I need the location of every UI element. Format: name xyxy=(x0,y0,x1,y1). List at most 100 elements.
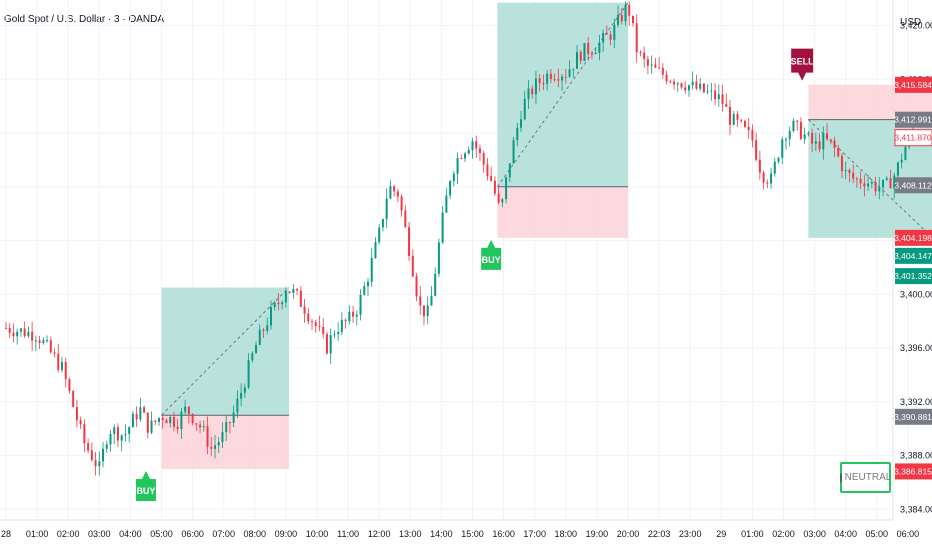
candle-body xyxy=(736,114,739,120)
candle-body xyxy=(8,328,11,333)
candle-body xyxy=(852,172,855,179)
candle-body xyxy=(322,326,325,335)
price-label-text[interactable]: 3,412.991 xyxy=(894,115,932,125)
candle-body xyxy=(900,159,903,163)
candle-body xyxy=(762,172,765,183)
candle-body xyxy=(620,15,623,22)
buy-marker-label[interactable]: BUY xyxy=(136,486,155,496)
candle-body xyxy=(699,83,702,89)
x-tick-label: 03:00 xyxy=(88,529,111,539)
x-tick-label: 04:00 xyxy=(834,529,857,539)
x-tick-label: 28 xyxy=(1,529,11,539)
candle-body xyxy=(691,81,694,86)
price-label[interactable] xyxy=(895,111,932,128)
price-label-text[interactable]: 3,390.881 xyxy=(894,412,932,422)
x-tick-label: 19:00 xyxy=(586,529,609,539)
x-tick-label: 10:00 xyxy=(306,529,329,539)
candle-body xyxy=(94,460,97,467)
candle-body xyxy=(158,418,161,423)
candle-body xyxy=(673,81,676,85)
candle-body xyxy=(34,340,37,342)
candle-body xyxy=(546,73,549,84)
candle-body xyxy=(199,424,202,428)
candle-body xyxy=(855,178,858,180)
price-label[interactable] xyxy=(895,177,932,194)
buy-marker[interactable] xyxy=(481,239,502,270)
x-tick-label: 07:00 xyxy=(212,529,235,539)
price-label-text[interactable]: 3,411.870 xyxy=(894,133,931,143)
candle-body xyxy=(16,331,19,337)
candle-body xyxy=(658,67,661,69)
candle-body xyxy=(352,311,355,317)
candle-body xyxy=(150,420,153,433)
candle-body xyxy=(449,181,452,196)
y-tick-label: 3,400.000 xyxy=(900,289,932,299)
candle-body xyxy=(557,79,560,81)
price-label[interactable] xyxy=(895,76,932,93)
candle-body xyxy=(441,212,444,243)
price-label[interactable] xyxy=(895,408,932,425)
candle-body xyxy=(758,159,761,173)
candle-body xyxy=(5,327,7,329)
candle-body xyxy=(87,443,90,451)
candle-body xyxy=(210,446,213,449)
candle-body xyxy=(27,331,30,337)
candle-body xyxy=(497,193,500,203)
candle-body xyxy=(740,119,743,121)
price-label-text[interactable]: 3,415.584 xyxy=(894,80,932,90)
candle-body xyxy=(60,361,63,370)
candle-body xyxy=(437,242,440,274)
candle-body xyxy=(378,227,381,243)
candle-body xyxy=(46,340,49,342)
candle-body xyxy=(430,295,433,306)
candle-body xyxy=(635,23,638,53)
candle-body xyxy=(404,210,407,228)
candle-body xyxy=(98,461,101,467)
candle-body xyxy=(508,163,511,178)
candle-body xyxy=(232,412,235,423)
buy-marker-label[interactable]: BUY xyxy=(482,255,501,265)
candle-body xyxy=(299,290,302,307)
currency-label[interactable]: USD xyxy=(900,17,922,28)
chart-title: Gold Spot / U.S. Dollar · 3 · OANDA xyxy=(4,14,165,25)
price-label[interactable] xyxy=(895,229,932,246)
buy-marker[interactable] xyxy=(135,470,156,501)
candle-body xyxy=(512,140,515,164)
projection-line xyxy=(808,119,932,238)
price-label[interactable] xyxy=(894,129,932,147)
price-label-text[interactable]: 3,404.198 xyxy=(894,233,932,243)
candle-body xyxy=(896,162,899,176)
sell-marker-label[interactable]: SELL xyxy=(791,57,815,67)
price-label-text[interactable]: 3,386.815 xyxy=(894,466,932,476)
price-label[interactable] xyxy=(895,247,932,264)
candle-body xyxy=(811,132,814,144)
price-label-text[interactable]: 3,404.147 xyxy=(894,251,932,261)
candle-body xyxy=(788,130,791,140)
candle-body xyxy=(262,329,265,331)
price-label-text[interactable]: 3,401.352 xyxy=(894,271,932,281)
candle-body xyxy=(493,180,496,194)
x-tick-label: 02:00 xyxy=(57,529,80,539)
candle-body xyxy=(221,432,224,443)
candle-body xyxy=(534,78,537,95)
candle-body xyxy=(31,331,34,341)
candle-body xyxy=(105,444,108,449)
sell-marker[interactable] xyxy=(791,48,814,81)
price-label[interactable] xyxy=(895,463,932,480)
candle-body xyxy=(12,332,15,337)
candle-body xyxy=(478,148,481,154)
candle-body xyxy=(154,420,157,423)
candle-body xyxy=(639,52,642,54)
x-tick-label: 03:00 xyxy=(803,529,826,539)
candle-body xyxy=(400,196,403,211)
candle-body xyxy=(553,79,556,81)
candle-body xyxy=(575,52,578,69)
candle-body xyxy=(613,24,616,40)
price-label[interactable] xyxy=(895,268,932,285)
candle-body xyxy=(721,94,724,104)
candle-body xyxy=(102,448,105,462)
candle-body xyxy=(292,289,295,293)
candle-body xyxy=(471,141,474,151)
price-label-text[interactable]: 3,408.112 xyxy=(894,180,931,190)
